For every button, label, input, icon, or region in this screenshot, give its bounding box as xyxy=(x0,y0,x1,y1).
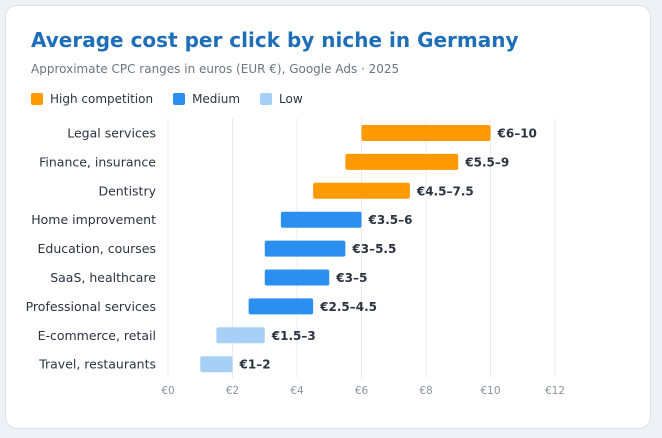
range-bar xyxy=(361,125,491,141)
category-label: E-commerce, retail xyxy=(38,328,156,343)
value-label: €3–5.5 xyxy=(351,242,396,256)
range-bar xyxy=(313,182,410,199)
range-bar xyxy=(216,327,265,344)
value-label: €3.5–6 xyxy=(368,213,413,227)
value-label: €5.5–9 xyxy=(464,155,509,169)
category-label: Home improvement xyxy=(31,212,156,227)
category-label: Legal services xyxy=(67,126,156,141)
legend-swatch-medium xyxy=(173,93,186,105)
chart-title: Average cost per click by niche in Germa… xyxy=(31,28,519,52)
x-tick-label: €10 xyxy=(480,385,500,397)
value-label: €4.5–7.5 xyxy=(416,184,474,198)
legend-label-high: High competition xyxy=(50,92,154,106)
chart-subtitle: Approximate CPC ranges in euros (EUR €),… xyxy=(31,62,400,76)
legend-swatch-high xyxy=(31,93,43,105)
x-tick-label: €8 xyxy=(419,385,432,397)
legend-swatch-low xyxy=(260,93,273,105)
legend-item-high: High competition xyxy=(31,92,153,106)
x-tick-label: €0 xyxy=(161,385,174,397)
x-tick-label: €12 xyxy=(545,385,565,397)
range-bar xyxy=(248,298,314,315)
value-label: €3–5 xyxy=(335,271,367,285)
category-label: Travel, restaurants xyxy=(38,357,156,372)
range-bar xyxy=(264,269,330,286)
value-label: €2.5–4.5 xyxy=(319,300,377,314)
category-label: SaaS, healthcare xyxy=(50,270,156,285)
range-bar xyxy=(280,211,362,228)
legend-item-low: Low xyxy=(260,92,303,106)
range-bar xyxy=(264,240,346,257)
value-label: €6–10 xyxy=(497,127,537,141)
value-label: €1–2 xyxy=(239,358,271,372)
range-bar xyxy=(345,153,459,170)
range-bar xyxy=(200,356,233,373)
category-label: Education, courses xyxy=(38,241,156,256)
x-tick-label: €6 xyxy=(355,385,369,397)
legend-label-medium: Medium xyxy=(192,92,241,106)
legend-label-low: Low xyxy=(279,92,303,106)
category-label: Finance, insurance xyxy=(39,154,156,169)
category-label: Dentistry xyxy=(98,183,156,198)
x-tick-label: €2 xyxy=(226,385,239,397)
chart-card: Average cost per click by niche in Germa… xyxy=(5,5,651,429)
category-label: Professional services xyxy=(26,299,156,314)
legend-item-medium: Medium xyxy=(173,92,240,106)
chart-legend: High competition Medium Low xyxy=(31,92,323,106)
x-tick-label: €4 xyxy=(290,385,304,397)
value-label: €1.5–3 xyxy=(271,329,316,343)
